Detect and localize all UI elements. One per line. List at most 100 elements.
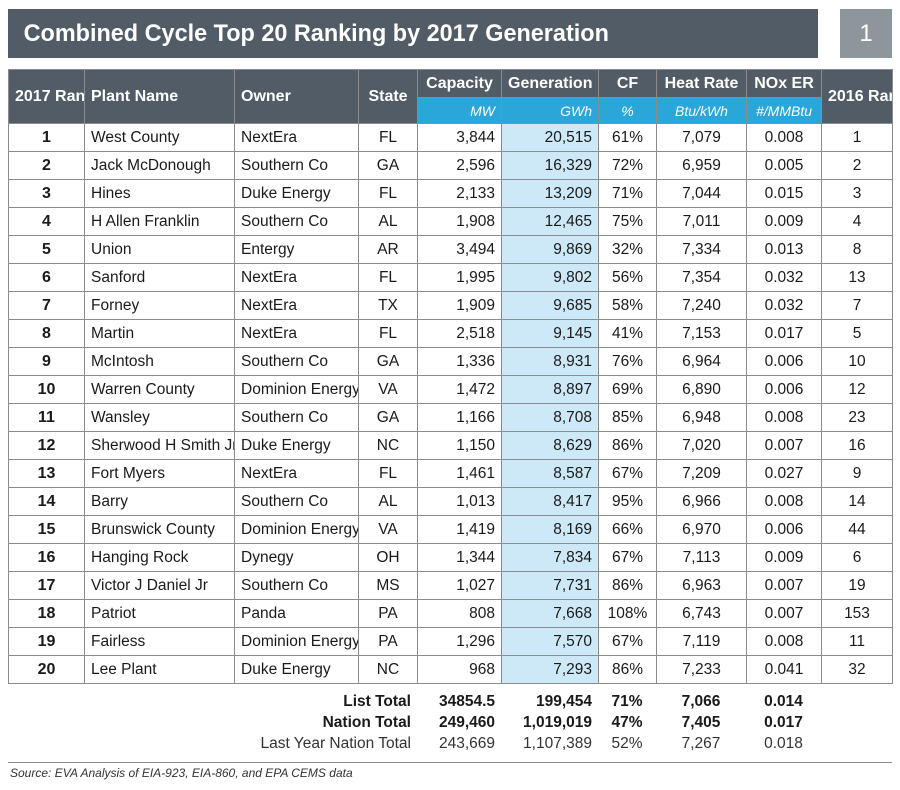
capacity-cell: 1,472 [417, 375, 502, 404]
rank-2016-cell: 16 [821, 431, 893, 460]
capacity-cell: 1,150 [417, 431, 502, 460]
capacity-cell: 968 [417, 655, 502, 684]
plant-name-cell: Wansley [84, 403, 235, 432]
generation-cell: 8,629 [501, 431, 599, 460]
plant-name-cell: Hanging Rock [84, 543, 235, 572]
nox-cell: 0.007 [746, 599, 822, 628]
rank-2016-cell: 4 [821, 207, 893, 236]
rank-2016-cell: 153 [821, 599, 893, 628]
totals-generation-cell: 199,454 [535, 692, 592, 710]
capacity-cell: 1,027 [417, 571, 502, 600]
nox-cell: 0.006 [746, 375, 822, 404]
rank-2017-cell: 2 [8, 151, 85, 180]
unit-capacity: MW [417, 97, 502, 124]
owner-cell: Southern Co [234, 571, 359, 600]
state-cell: VA [358, 375, 418, 404]
plant-name-cell: McIntosh [84, 347, 235, 376]
totals-blank-cell [821, 691, 892, 712]
generation-cell: 20,515 [501, 123, 599, 152]
cf-cell: 86% [598, 431, 657, 460]
heat-rate-cell: 7,044 [656, 179, 747, 208]
heat-rate-cell: 7,209 [656, 459, 747, 488]
totals-blank-cell [821, 733, 892, 754]
nox-cell: 0.006 [746, 347, 822, 376]
rank-2016-cell: 11 [821, 627, 893, 656]
plant-name-cell: H Allen Franklin [84, 207, 235, 236]
state-cell: PA [358, 599, 418, 628]
capacity-cell: 808 [417, 599, 502, 628]
capacity-cell: 2,133 [417, 179, 502, 208]
heat-rate-cell: 7,079 [656, 123, 747, 152]
rank-2017-cell: 8 [8, 319, 85, 348]
nox-cell: 0.041 [746, 655, 822, 684]
heat-rate-cell: 6,948 [656, 403, 747, 432]
ranking-table: 2017 Ranking Plant Name Owner State Capa… [8, 69, 893, 684]
rank-2017-cell: 17 [8, 571, 85, 600]
generation-cell: 8,897 [501, 375, 599, 404]
totals-capacity-cell: 243,669 [438, 734, 495, 752]
rank-2016-cell: 44 [821, 515, 893, 544]
cf-cell: 86% [598, 655, 657, 684]
heat-rate-cell: 7,113 [656, 543, 747, 572]
cf-cell: 108% [598, 599, 657, 628]
cf-cell: 66% [598, 515, 657, 544]
totals-capacity-cell: 34854.5 [438, 692, 495, 710]
table-row: 20 Lee Plant Duke Energy NC 968 7,293 86% 7,233… [8, 655, 893, 684]
nox-cell: 0.006 [746, 515, 822, 544]
cf-cell: 71% [598, 179, 657, 208]
header-nox-er: NOx ER [746, 69, 822, 98]
rank-2017-cell: 16 [8, 543, 85, 572]
nox-cell: 0.013 [746, 235, 822, 264]
state-cell: OH [358, 543, 418, 572]
totals-label-cell: Nation Total [322, 713, 411, 731]
nox-cell: 0.032 [746, 263, 822, 292]
header-cf: CF [598, 69, 657, 98]
owner-cell: Southern Co [234, 403, 359, 432]
state-cell: AR [358, 235, 418, 264]
capacity-cell: 1,166 [417, 403, 502, 432]
totals-table-body: List Total 34854.5 199,454 71% 7,066 0.014 Nat… [8, 691, 892, 754]
heat-rate-cell: 6,890 [656, 375, 747, 404]
cf-cell: 56% [598, 263, 657, 292]
header-heat-rate: Heat Rate [656, 69, 747, 98]
nox-cell: 0.009 [746, 207, 822, 236]
header-generation: Generation [501, 69, 599, 98]
capacity-cell: 1,909 [417, 291, 502, 320]
table-row: 1 West County NextEra FL 3,844 20,515 61% 7,079… [8, 123, 893, 152]
heat-rate-cell: 6,966 [656, 487, 747, 516]
totals-heat-rate-cell: 7,066 [681, 692, 721, 710]
cf-cell: 67% [598, 543, 657, 572]
header-2017-ranking: 2017 Ranking [8, 69, 85, 124]
generation-cell: 8,587 [501, 459, 599, 488]
capacity-cell: 3,844 [417, 123, 502, 152]
generation-cell: 8,931 [501, 347, 599, 376]
unit-cf: % [598, 97, 657, 124]
rank-2016-cell: 8 [821, 235, 893, 264]
rank-2017-cell: 19 [8, 627, 85, 656]
generation-cell: 13,209 [501, 179, 599, 208]
state-cell: FL [358, 123, 418, 152]
generation-cell: 7,731 [501, 571, 599, 600]
table-row: 8 Martin NextEra FL 2,518 9,145 41% 7,153 0.017 5 [8, 319, 893, 348]
plant-name-cell: Victor J Daniel Jr [84, 571, 235, 600]
owner-cell: Southern Co [234, 151, 359, 180]
heat-rate-cell: 6,743 [656, 599, 747, 628]
plant-name-cell: Fort Myers [84, 459, 235, 488]
rank-2017-cell: 11 [8, 403, 85, 432]
owner-cell: Dominion Energy [234, 515, 359, 544]
header-state: State [358, 69, 418, 124]
cf-cell: 72% [598, 151, 657, 180]
generation-cell: 7,570 [501, 627, 599, 656]
heat-rate-cell: 6,970 [656, 515, 747, 544]
cf-cell: 69% [598, 375, 657, 404]
cf-cell: 41% [598, 319, 657, 348]
cf-cell: 67% [598, 459, 657, 488]
nox-cell: 0.027 [746, 459, 822, 488]
rank-2016-cell: 12 [821, 375, 893, 404]
rank-2017-cell: 13 [8, 459, 85, 488]
header-capacity: Capacity [417, 69, 502, 98]
header-plant-name: Plant Name [84, 69, 235, 124]
totals-nox-cell: 0.014 [764, 692, 803, 710]
generation-cell: 7,668 [501, 599, 599, 628]
rank-2016-cell: 7 [821, 291, 893, 320]
